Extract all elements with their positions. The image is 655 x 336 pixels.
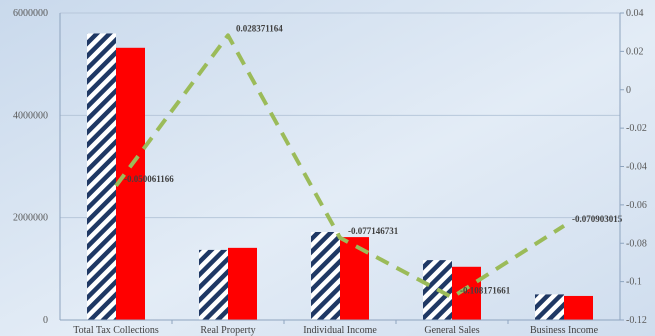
bar-hatched <box>311 231 340 320</box>
bar-red <box>564 295 593 320</box>
y2-tick-label: -0.04 <box>626 162 647 173</box>
y-tick-label: 4000000 <box>13 110 48 121</box>
y-tick-label: 0 <box>43 315 48 326</box>
y2-tick-label: 0.02 <box>626 46 644 57</box>
y-tick-label: 6000000 <box>13 8 48 19</box>
y2-tick-label: -0.1 <box>626 277 642 288</box>
data-label: -0.077146731 <box>348 226 399 236</box>
x-category-label: Real Property <box>200 325 255 336</box>
y2-tick-label: 0 <box>626 85 631 96</box>
bar-red <box>228 247 257 320</box>
y-tick-label: 2000000 <box>13 213 48 224</box>
bar-red <box>452 266 481 320</box>
x-category-label: General Sales <box>424 325 479 336</box>
data-label: -0.070903015 <box>572 214 623 224</box>
x-category-label: Individual Income <box>303 325 377 336</box>
bar-hatched <box>535 294 564 320</box>
bar-hatched <box>199 249 228 320</box>
data-label: -0.108171661 <box>460 285 511 295</box>
y2-tick-label: 0.04 <box>626 8 644 19</box>
y2-tick-label: -0.12 <box>626 315 647 326</box>
x-category-label: Total Tax Collections <box>73 325 159 336</box>
bar-hatched <box>87 33 116 320</box>
line-series-path <box>114 33 566 300</box>
y2-tick-label: -0.08 <box>626 238 647 249</box>
y2-tick-label: -0.02 <box>626 123 647 134</box>
bar-red <box>116 47 145 320</box>
data-label: 0.028371164 <box>236 23 283 33</box>
x-category-label: Business Income <box>530 325 599 336</box>
y2-tick-label: -0.06 <box>626 200 647 211</box>
data-label: -0.050061166 <box>124 174 174 184</box>
